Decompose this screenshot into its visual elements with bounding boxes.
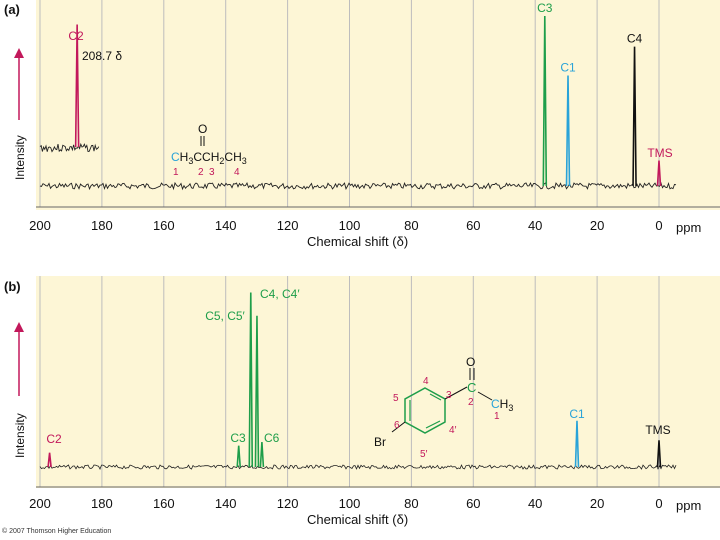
- peak-label: TMS: [647, 146, 672, 160]
- peak-line: [254, 315, 260, 468]
- peak-line: [632, 46, 637, 187]
- x-tick-label: 20: [590, 218, 604, 233]
- carbonyl-carbon: C: [467, 380, 476, 395]
- panel-a-peaks: C2 C3 C1 C4 TMS: [68, 1, 673, 187]
- peak-label: C2: [46, 432, 62, 446]
- bromine-atom: Br: [374, 435, 386, 449]
- butanone-number-3: 3: [209, 167, 215, 178]
- panel-b-x-unit: ppm: [676, 498, 701, 513]
- peak-label: C6: [264, 431, 280, 445]
- x-tick-label: 0: [655, 496, 662, 511]
- x-tick-label: 100: [339, 496, 361, 511]
- x-tick-label: 180: [91, 496, 113, 511]
- butanone-number-2: 2: [198, 167, 204, 178]
- x-tick-label: 120: [277, 496, 299, 511]
- peak-label: C4, C4′: [260, 287, 300, 301]
- peak-line: [542, 15, 548, 187]
- carbonyl-oxygen-b: O: [466, 355, 475, 369]
- peak-label: C3: [230, 431, 246, 445]
- x-tick-label: 40: [528, 218, 542, 233]
- peak-line: [47, 452, 52, 468]
- ring-number-4: 4: [423, 376, 429, 387]
- peak-label: C4: [627, 32, 643, 46]
- x-tick-label: 60: [466, 496, 480, 511]
- x-tick-label: 80: [404, 496, 418, 511]
- panel-b-x-ticks: 200 180 160 140 120 100 80 60 40 20 0: [29, 496, 662, 511]
- x-tick-label: 160: [153, 218, 175, 233]
- carbonyl-oxygen: O: [198, 122, 207, 136]
- x-tick-label: 160: [153, 496, 175, 511]
- panel-a-inset-noise: [39, 142, 100, 153]
- x-tick-label: 40: [528, 496, 542, 511]
- ring-number-4prime: 4′: [449, 425, 457, 436]
- x-tick-label: 140: [215, 218, 237, 233]
- panel-b-grid: [36, 276, 720, 488]
- ring-number-5: 5: [393, 393, 399, 404]
- butanone-structure: O CH3CCH2CH3 1 2 3 4: [171, 122, 247, 178]
- x-tick-label: 20: [590, 496, 604, 511]
- x-tick-label: 200: [29, 218, 51, 233]
- panel-a-ylabel: Intensity: [13, 135, 27, 180]
- panel-b-background: [36, 276, 720, 488]
- x-tick-label: 200: [29, 496, 51, 511]
- panel-a-x-ticks: 200 180 160 140 120 100 80 60 40 20 0: [29, 218, 662, 233]
- methyl-group: CH3: [491, 397, 513, 413]
- peak-line: [656, 440, 662, 468]
- panel-b-xlabel: Chemical shift (δ): [307, 512, 408, 527]
- x-tick-label: 0: [655, 218, 662, 233]
- x-tick-label: 120: [277, 218, 299, 233]
- c2-shift-note: 208.7 δ: [82, 49, 122, 63]
- peak-label: TMS: [645, 423, 670, 437]
- panel-a-ylabel-arrow: [14, 48, 24, 120]
- panel-a-background: [36, 0, 720, 210]
- x-tick-label: 180: [91, 218, 113, 233]
- peak-line: [259, 442, 265, 468]
- ring-number-3: 3: [446, 390, 452, 401]
- x-tick-label: 80: [404, 218, 418, 233]
- copyright-notice: © 2007 Thomson Higher Education: [2, 528, 112, 535]
- peak-line: [248, 292, 254, 468]
- panel-b-ylabel: Intensity: [13, 413, 27, 458]
- peak-line: [74, 24, 80, 148]
- panel-b-label: (b): [4, 279, 21, 294]
- x-tick-label: 100: [339, 218, 361, 233]
- ring-number-6: 6: [394, 420, 400, 431]
- panel-a-xlabel: Chemical shift (δ): [307, 234, 408, 249]
- butanone-number-4: 4: [234, 167, 240, 178]
- peak-line: [574, 420, 580, 468]
- butanone-number-1: 1: [173, 167, 179, 178]
- peak-label: C1: [569, 407, 585, 421]
- bromoacetophenone-structure: Br C O CH3 4 5 3 6 4′ 5′ 2 1: [374, 355, 513, 460]
- panel-a-grid: [36, 0, 720, 208]
- chain-number-2: 2: [468, 397, 474, 408]
- peak-label: C2: [68, 29, 84, 43]
- panel-b-baseline-noise: [39, 464, 677, 470]
- x-tick-label: 140: [215, 496, 237, 511]
- peak-line: [656, 160, 662, 187]
- peak-label: C1: [560, 61, 576, 75]
- peak-label: C5, C5′: [205, 309, 245, 323]
- panel-a-label: (a): [4, 2, 20, 17]
- peak-line: [236, 445, 241, 468]
- ring-number-5prime: 5′: [420, 449, 428, 460]
- x-tick-label: 60: [466, 218, 480, 233]
- chain-number-1: 1: [494, 411, 500, 422]
- peak-label: C3: [537, 1, 553, 15]
- butanone-formula: CH3CCH2CH3: [171, 150, 247, 166]
- panel-a-x-unit: ppm: [676, 220, 701, 235]
- peak-line: [565, 75, 571, 187]
- panel-b-ylabel-arrow: [14, 322, 24, 396]
